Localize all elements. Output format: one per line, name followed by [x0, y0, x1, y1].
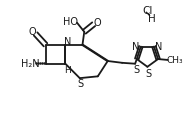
Text: S: S	[145, 68, 151, 78]
Text: S: S	[133, 64, 139, 74]
Text: H: H	[148, 14, 156, 24]
Text: H₂N: H₂N	[21, 58, 40, 68]
Text: N: N	[155, 41, 163, 51]
Text: N: N	[132, 41, 139, 51]
Text: N: N	[64, 36, 71, 46]
Text: CH₃: CH₃	[167, 56, 184, 65]
Text: Cl: Cl	[142, 6, 152, 16]
Text: HO: HO	[63, 17, 78, 27]
Text: S: S	[78, 79, 84, 88]
Text: H: H	[64, 65, 70, 74]
Text: O: O	[29, 26, 36, 36]
Text: O: O	[93, 18, 101, 28]
